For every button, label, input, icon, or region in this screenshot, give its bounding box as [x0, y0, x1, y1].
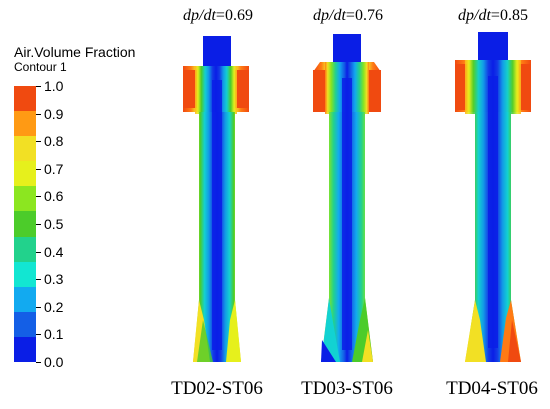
- rate-symbol: dp/dt: [183, 7, 216, 24]
- rate-label-td04: dp/dt=0.85: [458, 7, 528, 25]
- rate-value: =0.76: [345, 7, 383, 24]
- rate-label-td02: dp/dt=0.69: [183, 7, 253, 25]
- legend-tick-label: 0.9: [44, 105, 64, 122]
- legend-tick-mark: [36, 334, 41, 336]
- legend-color-segment: [14, 136, 36, 162]
- legend-tick-mark: [36, 196, 41, 198]
- legend-tick-mark: [36, 251, 41, 253]
- legend-tick-mark: [36, 279, 41, 281]
- legend-tick-label: 0.7: [44, 160, 64, 177]
- legend-color-segment: [14, 286, 36, 313]
- contour-panel-td04: [455, 32, 531, 362]
- rate-value: =0.69: [215, 7, 253, 24]
- legend-color-segment: [14, 261, 36, 288]
- legend-tick-mark: [36, 224, 41, 225]
- legend-tick-mark: [36, 306, 41, 308]
- rate-label-td03: dp/dt=0.76: [313, 7, 383, 25]
- case-label-td03: TD03-ST06: [301, 378, 393, 399]
- legend-subtitle: Contour 1: [14, 60, 67, 74]
- legend-color-segment: [14, 211, 36, 238]
- legend-title: Air.Volume Fraction: [14, 44, 136, 60]
- contour-panel-td02: [183, 36, 249, 362]
- rate-value: =0.85: [490, 7, 528, 24]
- legend-tick-label: 0.3: [44, 271, 64, 288]
- legend-color-segment: [14, 236, 36, 263]
- legend-tick-label: 1.0: [44, 78, 64, 94]
- legend-tick-label: 0.0: [44, 354, 64, 370]
- rate-symbol: dp/dt: [458, 7, 491, 24]
- legend-color-bar: [14, 86, 36, 363]
- legend-color-segment: [14, 111, 36, 137]
- legend-tick-mark: [36, 86, 41, 87]
- legend-color-segment: [14, 311, 36, 338]
- case-label-td02: TD02-ST06: [171, 378, 263, 399]
- legend-tick-label: 0.6: [44, 188, 64, 205]
- contour-panel-td03: [313, 34, 381, 362]
- legend-tick-mark: [36, 168, 41, 170]
- legend-tick-label: 0.5: [44, 216, 64, 232]
- legend-color-segment: [14, 186, 36, 212]
- case-label-td04: TD04-ST06: [446, 378, 538, 399]
- legend-tick-mark: [36, 113, 41, 115]
- legend-color-segment: [14, 161, 36, 187]
- legend-tick-mark: [36, 362, 41, 363]
- legend-tick-mark: [36, 141, 41, 143]
- rate-symbol: dp/dt: [313, 7, 346, 24]
- legend-tick-label: 0.4: [44, 243, 64, 260]
- legend-color-segment: [14, 336, 36, 363]
- legend-tick-label: 0.1: [44, 326, 64, 343]
- legend-tick-label: 0.8: [44, 133, 64, 150]
- legend-tick-label: 0.2: [44, 298, 64, 315]
- legend-color-segment: [14, 86, 36, 112]
